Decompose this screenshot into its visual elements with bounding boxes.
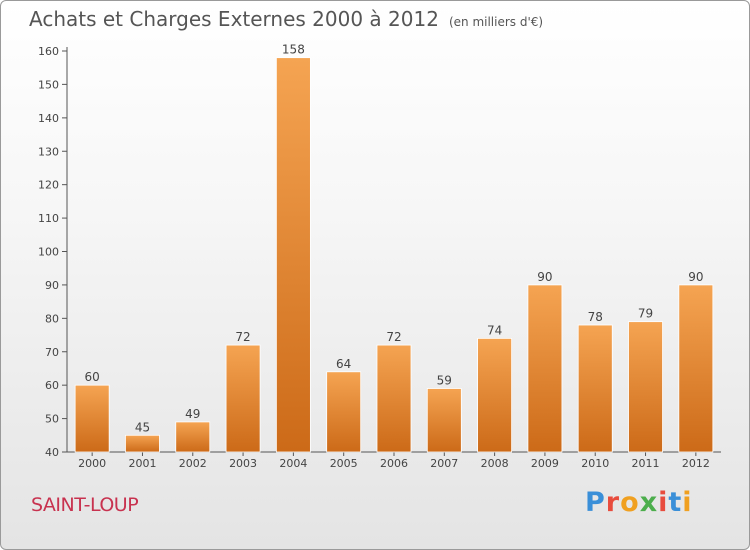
y-tick-label: 100	[38, 246, 59, 259]
x-tick-label: 2010	[581, 457, 609, 470]
chart-title-block: Achats et Charges Externes 2000 à 2012 (e…	[29, 7, 543, 31]
x-tick-label: 2008	[481, 457, 509, 470]
bar	[275, 57, 311, 453]
data-label: 60	[85, 370, 100, 384]
data-label: 90	[537, 270, 552, 284]
y-tick-label: 120	[38, 179, 59, 192]
x-tick-label: 2007	[430, 457, 458, 470]
data-label: 158	[282, 43, 305, 57]
logo-letter: t	[668, 487, 683, 518]
logo-letter: r	[605, 487, 621, 518]
y-tick-label: 90	[45, 279, 59, 292]
x-tick-label: 2001	[128, 457, 156, 470]
y-tick-label: 70	[45, 346, 59, 359]
x-tick-label: 2009	[531, 457, 559, 470]
y-tick-label: 50	[45, 413, 59, 426]
bar	[678, 284, 714, 453]
x-tick-label: 2006	[380, 457, 408, 470]
data-label: 59	[437, 374, 452, 388]
logo-letter: P	[585, 487, 606, 518]
place-label: SAINT-LOUP	[31, 494, 139, 516]
x-tick-label: 2000	[78, 457, 106, 470]
bar	[527, 284, 563, 453]
logo-letter: i	[658, 487, 669, 518]
bar	[326, 371, 362, 453]
proxiti-logo: Proxiti	[585, 487, 693, 518]
data-label: 64	[336, 357, 351, 371]
x-tick-label: 2004	[279, 457, 307, 470]
bar	[74, 384, 110, 453]
y-tick-label: 130	[38, 145, 59, 158]
y-tick-label: 140	[38, 112, 59, 125]
x-tick-label: 2003	[229, 457, 257, 470]
data-label: 49	[185, 407, 200, 421]
data-label: 74	[487, 323, 502, 337]
x-tick-label: 2005	[330, 457, 358, 470]
chart-unit-note: (en milliers d'€)	[448, 15, 544, 29]
y-tick-label: 40	[45, 446, 59, 459]
y-tick-label: 150	[38, 78, 59, 91]
logo-letter: x	[639, 487, 659, 518]
data-label: 45	[135, 420, 150, 434]
logo-letter: i	[682, 487, 693, 518]
bar	[628, 321, 663, 453]
data-label: 72	[235, 330, 250, 344]
data-label: 90	[688, 270, 703, 284]
bar	[426, 388, 462, 453]
bar	[125, 434, 160, 453]
bar	[577, 324, 613, 453]
x-tick-label: 2011	[632, 457, 660, 470]
bar	[477, 337, 513, 453]
x-tick-label: 2012	[682, 457, 710, 470]
data-label: 78	[588, 310, 603, 324]
bar	[376, 344, 412, 453]
logo-letter: o	[620, 487, 640, 518]
chart-title: Achats et Charges Externes 2000 à 2012	[29, 7, 439, 31]
y-tick-label: 60	[45, 379, 59, 392]
bar	[175, 421, 211, 453]
bar	[225, 344, 261, 453]
data-label: 79	[638, 307, 653, 321]
y-tick-label: 80	[45, 312, 59, 325]
data-label: 72	[386, 330, 401, 344]
x-tick-label: 2002	[179, 457, 207, 470]
y-tick-label: 160	[38, 45, 59, 58]
y-tick-label: 110	[38, 212, 59, 225]
